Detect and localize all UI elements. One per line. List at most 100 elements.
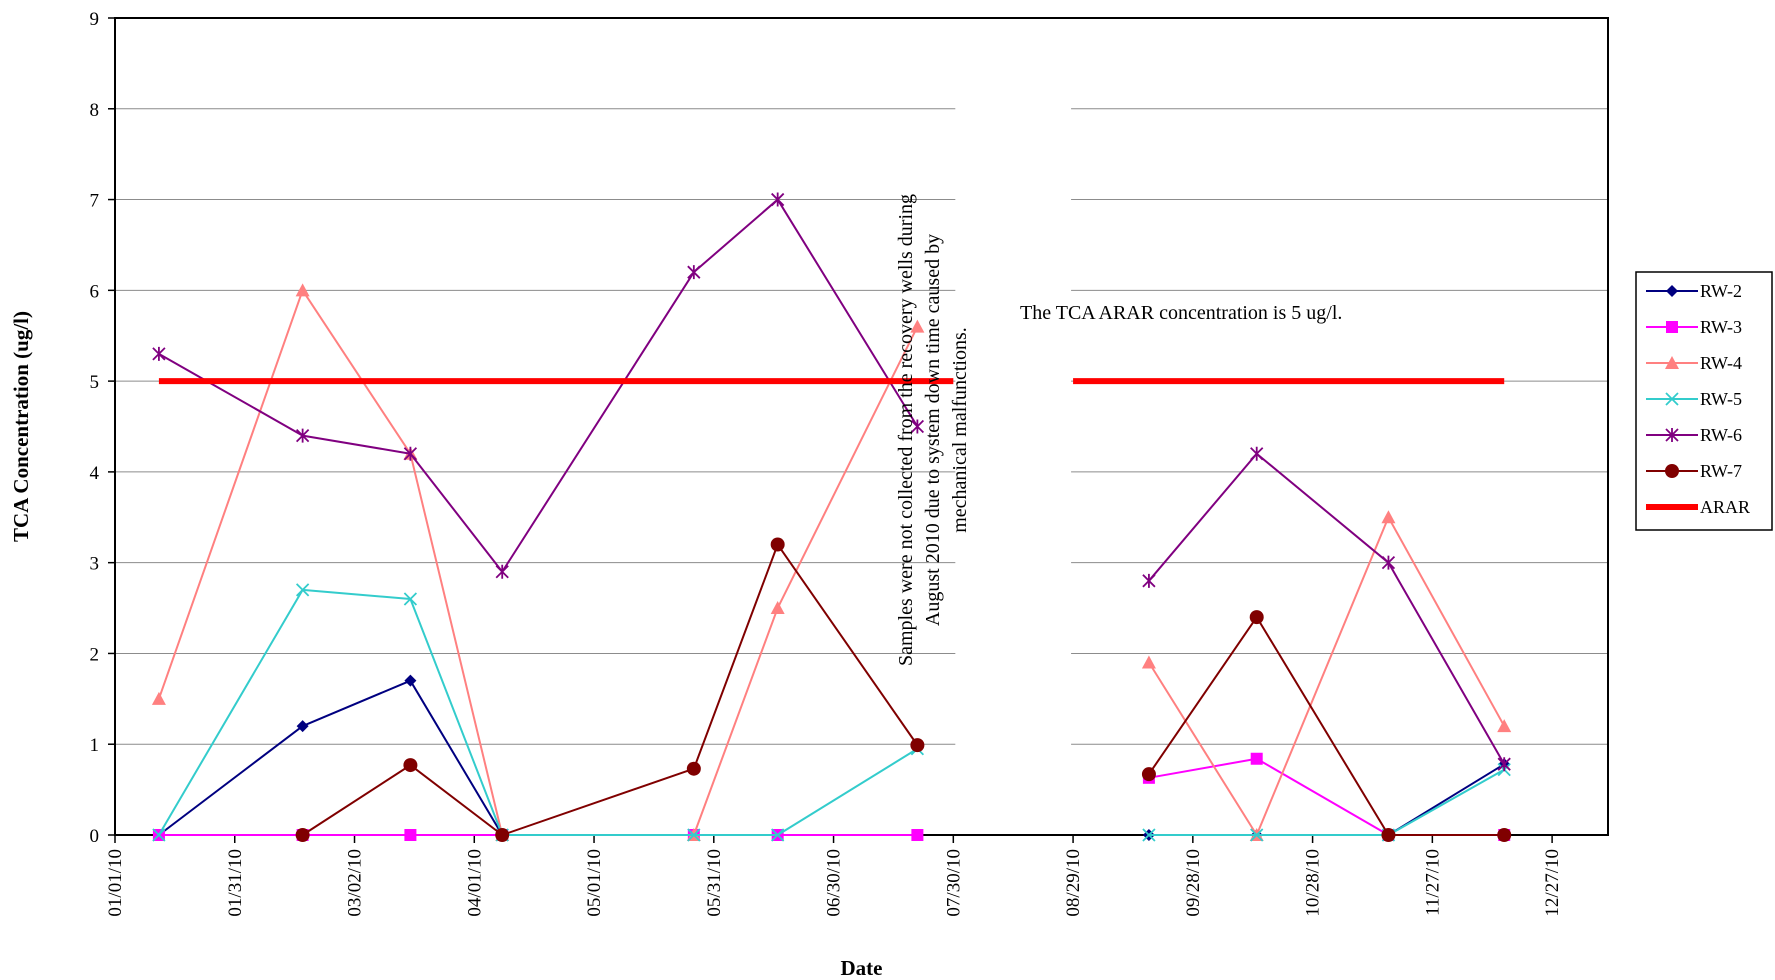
legend-item-RW-6: RW-6 [1646,425,1742,445]
series-line-RW-7 [1148,616,1505,836]
y-tick-label: 5 [90,372,100,393]
y-tick-label: 8 [90,100,100,121]
x-tick-label: 08/29/10 [1063,849,1084,917]
data-point-RW-7 [1497,828,1512,842]
x-tick-label: 05/01/10 [584,849,605,917]
series-line-RW-4 [1148,516,1506,836]
gap-note-line: August 2010 due to system down time caus… [922,234,944,626]
data-point-RW-2 [296,720,309,733]
data-point-RW-5 [1250,828,1264,842]
x-tick-label: 12/27/10 [1542,849,1563,917]
gap-mask [955,19,1072,834]
series-RW-4 [151,283,1512,841]
data-point-RW-5 [687,828,701,842]
x-tick-label: 07/30/10 [943,849,964,917]
x-tick-label: 11/27/10 [1422,849,1443,916]
data-point-RW-7 [1249,610,1264,625]
data-point-RW-7 [770,537,785,552]
annotations: Samples were not collected from the reco… [895,194,1342,666]
data-point-RW-5 [1142,828,1156,842]
data-point-RW-5 [403,592,418,606]
data-point-RW-7 [910,738,925,753]
legend-label: RW-5 [1700,389,1742,409]
series-line-RW-5 [158,588,918,836]
data-point-RW-7 [495,828,510,842]
data-point-RW-6 [1381,555,1396,570]
data-point-RW-6 [152,346,166,361]
legend-marker [1665,464,1679,478]
y-tick-label: 3 [90,554,100,575]
legend-label: ARAR [1700,497,1750,517]
data-point-RW-5 [152,828,166,842]
data-point-RW-7 [403,758,418,773]
data-point-RW-6 [1142,573,1156,588]
data-point-RW-2 [404,674,417,687]
x-axis-title: Date [841,956,883,980]
x-tick-label: 01/01/10 [105,849,126,917]
y-tick-label: 6 [90,281,100,302]
legend-label: RW-4 [1700,353,1742,373]
y-tick-label: 4 [90,463,100,484]
legend-item-RW-7: RW-7 [1646,461,1742,481]
x-tick-label: 10/28/10 [1303,849,1324,917]
gap-region [955,19,1072,834]
legend-item-RW-4: RW-4 [1646,353,1742,373]
x-tick-label: 01/31/10 [225,849,246,917]
x-axis: 01/01/10 01/31/10 03/02/10 04/01/10 05/01/10… [105,834,1608,917]
series-line-RW-6 [158,198,919,573]
legend-marker [1666,285,1678,297]
y-tick-label: 0 [90,826,100,847]
series-line-RW-7 [302,543,919,836]
y-tick-label: 2 [90,644,100,665]
data-point-RW-4 [1141,655,1156,669]
y-tick-label: 9 [90,9,100,30]
data-point-RW-4 [1381,510,1396,524]
legend-label: RW-7 [1700,461,1742,481]
legend-box [1635,271,1773,531]
data-point-RW-6 [771,192,785,207]
legend-item-ARAR: ARAR [1646,497,1750,517]
x-tick-label: 04/01/10 [464,849,485,917]
data-point-RW-6 [1250,446,1264,461]
plot-area [114,17,1609,836]
gap-note-line: mechanical malfunctions. [949,327,971,532]
x-tick-label: 09/28/10 [1183,849,1204,917]
data-point-RW-6 [403,446,418,461]
arar-note: The TCA ARAR concentration is 5 ug/l. [1020,302,1342,324]
legend-marker [1666,321,1678,333]
y-axis-title: TCA Concentration (ug/l) [9,311,33,542]
legend-marker [1665,356,1679,369]
data-point-RW-6 [1497,757,1511,772]
legend-label: RW-2 [1700,281,1742,301]
legend-label: RW-6 [1700,425,1742,445]
data-point-RW-4 [1497,719,1512,733]
y-tick-label: 1 [90,735,100,756]
data-point-RW-6 [295,428,310,443]
legend-marker [1665,392,1679,406]
legend-marker [1665,428,1679,442]
gap-note-line: Samples were not collected from the reco… [895,194,917,666]
data-point-RW-6 [687,265,701,280]
data-point-RW-7 [686,761,701,776]
data-point-RW-6 [910,419,925,434]
data-point-RW-4 [151,691,166,705]
data-point-RW-4 [910,319,925,333]
legend-item-RW-2: RW-2 [1646,281,1742,301]
data-point-RW-6 [495,564,509,579]
x-tick-label: 03/02/10 [345,849,366,917]
x-tick-label: 05/31/10 [704,849,725,917]
data-point-RW-4 [770,601,785,615]
data-point-RW-4 [295,283,310,297]
data-point-RW-3 [404,829,417,841]
legend: RW-2 RW-3 RW-4 RW-5 RW-6 RW-7 ARAR [1635,271,1773,531]
legend-item-RW-3: RW-3 [1646,317,1742,337]
legend-label: RW-3 [1700,317,1742,337]
data-point-RW-7 [295,828,310,842]
data-point-RW-5 [771,828,785,842]
data-point-RW-7 [1141,767,1156,782]
data-point-RW-7 [1381,828,1396,842]
series-RW-6 [152,192,1511,772]
gap-note: Samples were not collected from the reco… [895,194,971,666]
data-point-RW-5 [295,583,310,597]
